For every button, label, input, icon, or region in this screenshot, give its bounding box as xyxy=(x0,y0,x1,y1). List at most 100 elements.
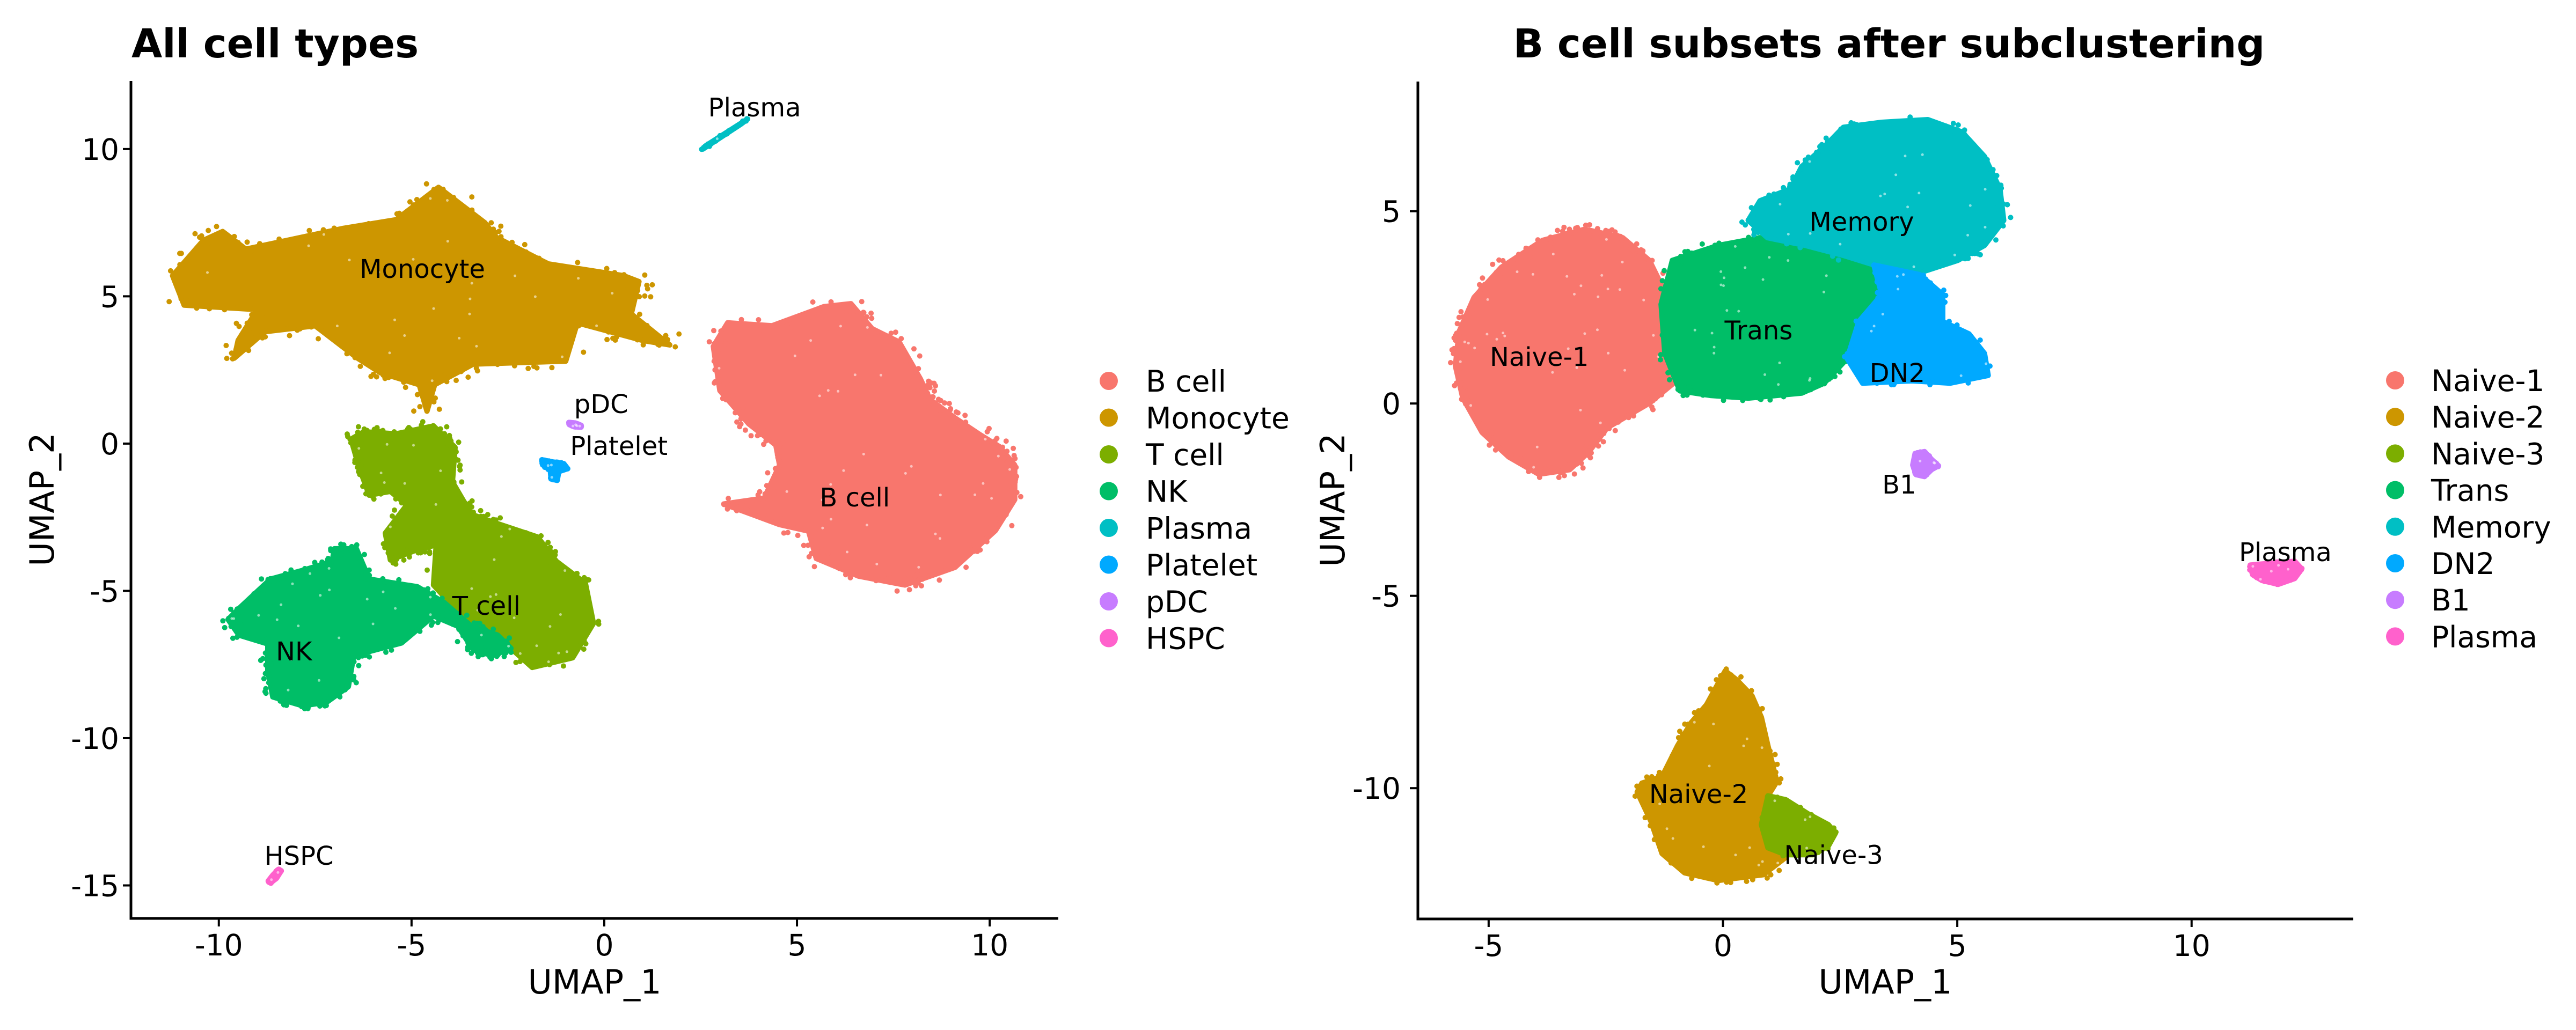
point-gap xyxy=(348,259,351,262)
cell-point xyxy=(395,516,401,522)
cluster-t-cell xyxy=(345,419,602,671)
point-gap xyxy=(1575,366,1578,369)
y-axis-title: UMAP_2 xyxy=(23,432,62,566)
point-gap xyxy=(577,277,580,280)
cell-point xyxy=(1909,272,1915,278)
cell-point xyxy=(1767,397,1773,403)
cell-point xyxy=(508,650,514,655)
cell-point xyxy=(785,529,791,535)
cell-point xyxy=(516,531,522,536)
legend-label: DN2 xyxy=(2431,547,2495,581)
point-gap xyxy=(1745,737,1748,740)
cell-point xyxy=(367,478,373,484)
cell-point xyxy=(324,703,329,709)
point-gap xyxy=(1658,803,1662,805)
cell-point xyxy=(864,314,869,320)
cell-point xyxy=(1771,795,1777,801)
cell-point xyxy=(469,207,475,213)
cell-point xyxy=(1760,826,1766,832)
cell-point xyxy=(1610,238,1616,244)
cell-point xyxy=(1448,360,1453,365)
cell-point xyxy=(825,550,831,556)
cell-point xyxy=(1933,263,1939,269)
cell-point xyxy=(777,445,782,451)
cell-point xyxy=(517,659,523,665)
cell-point xyxy=(433,380,439,386)
point-gap xyxy=(1597,295,1600,298)
cell-point xyxy=(448,616,454,622)
cell-point xyxy=(407,426,413,432)
cell-point xyxy=(1000,444,1005,450)
point-gap xyxy=(475,344,478,348)
cell-point xyxy=(1794,853,1799,859)
cell-point xyxy=(479,645,485,651)
point-gap xyxy=(595,324,598,327)
cell-point xyxy=(1864,311,1870,316)
cell-point xyxy=(456,611,462,617)
point-gap xyxy=(319,594,322,597)
point-gap xyxy=(984,438,987,441)
cell-point xyxy=(1650,398,1656,403)
cell-point xyxy=(555,561,561,566)
point-gap xyxy=(1744,266,1747,269)
cell-point xyxy=(490,634,496,639)
cell-point xyxy=(1652,390,1658,396)
cell-point xyxy=(224,241,230,247)
cell-point xyxy=(224,356,230,362)
cell-point xyxy=(963,420,969,425)
cell-point xyxy=(236,606,242,612)
point-gap xyxy=(1473,347,1476,350)
cell-point xyxy=(1979,158,1985,164)
cell-point xyxy=(308,324,314,330)
cell-point xyxy=(272,646,278,652)
cell-point xyxy=(1792,386,1798,392)
cell-point xyxy=(1784,241,1790,247)
cell-point xyxy=(521,653,527,659)
cell-point xyxy=(583,577,589,583)
cell-point xyxy=(411,202,416,208)
cell-point xyxy=(491,522,496,528)
cell-point xyxy=(446,605,452,610)
cell-point xyxy=(1996,211,2002,217)
point-gap xyxy=(446,240,449,243)
cell-point xyxy=(442,617,448,623)
cell-point xyxy=(1705,702,1711,708)
cell-point xyxy=(386,374,392,380)
legend-label: Naive-1 xyxy=(2431,364,2544,398)
cell-point xyxy=(234,634,240,640)
x-tick-label: 5 xyxy=(788,928,807,962)
cell-point xyxy=(2274,581,2280,586)
cell-point xyxy=(905,571,911,577)
cell-point xyxy=(1008,480,1014,486)
cell-point xyxy=(209,237,215,242)
cell-point xyxy=(430,590,436,596)
cell-point xyxy=(828,299,834,305)
cell-point xyxy=(363,222,369,228)
cell-point xyxy=(352,447,357,453)
cell-point xyxy=(1799,171,1805,177)
cell-point xyxy=(268,874,274,880)
cell-point xyxy=(774,517,780,523)
x-tick-label: 0 xyxy=(1714,929,1732,963)
cell-point xyxy=(1987,363,1993,369)
cell-point xyxy=(1630,413,1636,419)
point-gap xyxy=(1808,160,1811,163)
cell-point xyxy=(251,591,257,597)
point-gap xyxy=(280,603,283,606)
cell-point xyxy=(435,612,441,617)
legend-label: B1 xyxy=(2431,583,2470,617)
cell-point xyxy=(1849,360,1855,366)
cell-point xyxy=(1758,396,1764,402)
point-gap xyxy=(1671,837,1674,840)
cell-point xyxy=(1907,114,1913,120)
cell-point xyxy=(1606,425,1612,431)
cell-point xyxy=(393,556,399,562)
legend-key-dot xyxy=(1100,555,1118,574)
cell-point xyxy=(986,425,992,431)
cell-point xyxy=(926,404,932,410)
y-tick-label: 5 xyxy=(100,279,119,314)
cell-point xyxy=(465,211,471,217)
cell-point xyxy=(393,496,399,502)
